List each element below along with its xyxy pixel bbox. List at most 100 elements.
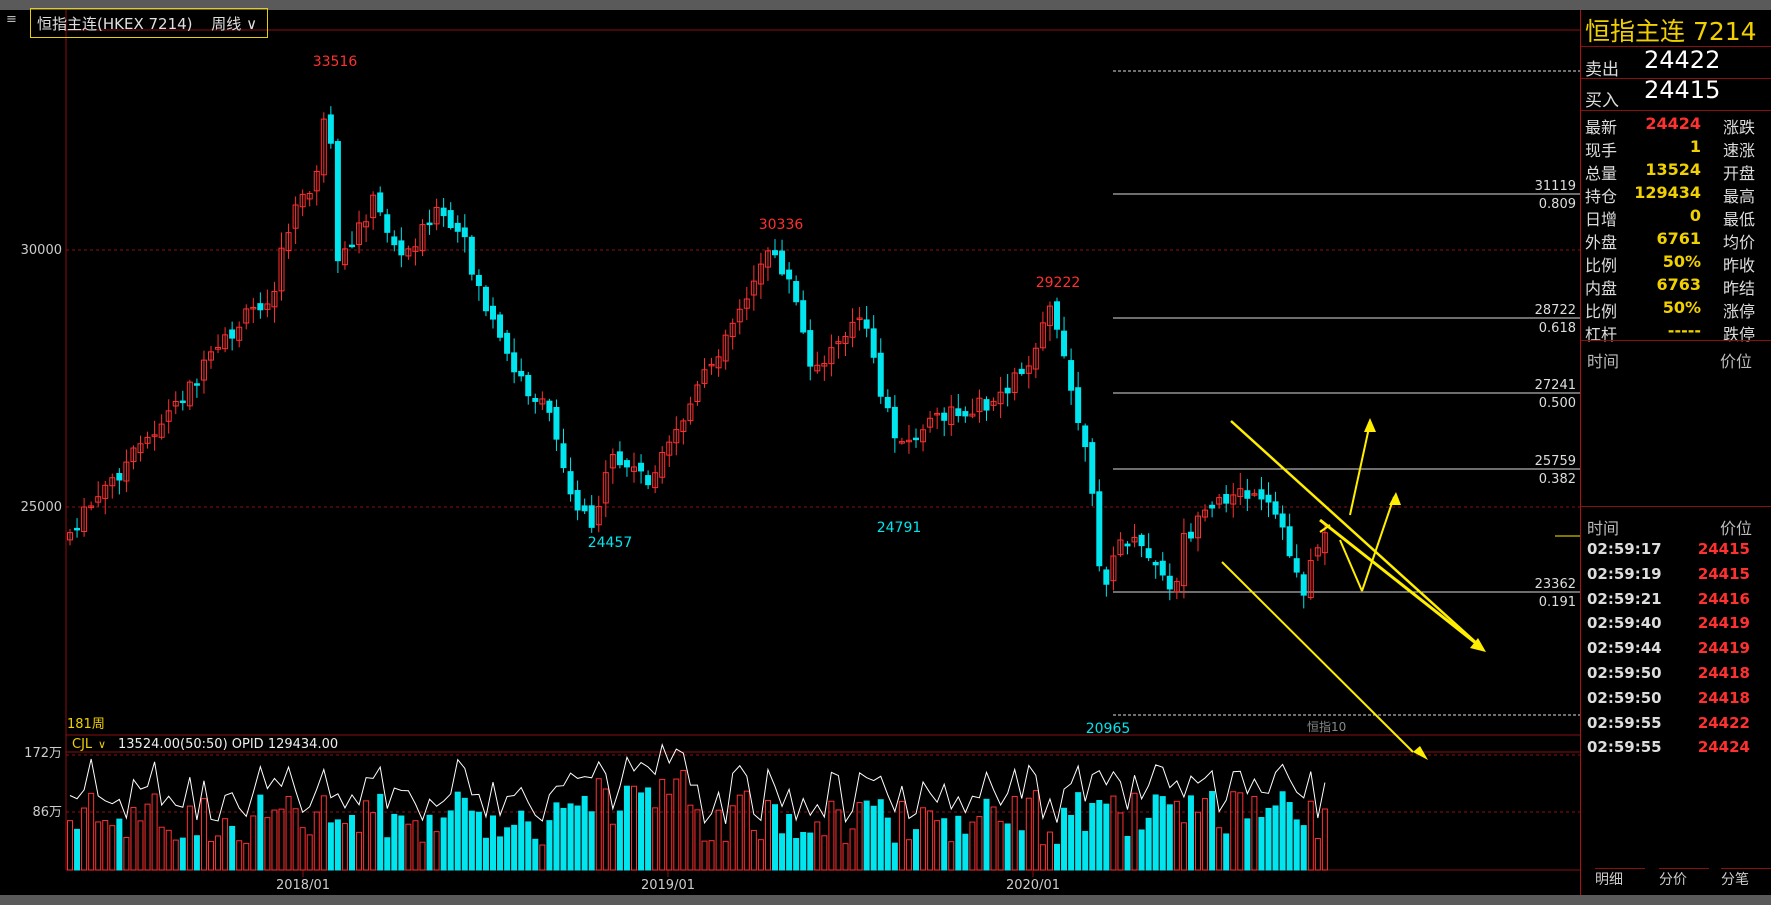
timeframe-selector[interactable]: 周线 ∨ xyxy=(211,9,257,39)
quote-right-label: 涨跌 xyxy=(1723,118,1756,137)
candle-body xyxy=(1025,365,1032,374)
volume-bar xyxy=(356,831,363,871)
volume-bar xyxy=(532,838,539,871)
quote-row: 内盘 6763 昨结 xyxy=(1581,275,1771,301)
volume-bar xyxy=(835,809,842,871)
volume-bar xyxy=(659,778,666,871)
volume-bar xyxy=(1272,805,1279,871)
volume-bar xyxy=(1173,800,1180,871)
projection-arrow-down xyxy=(1319,518,1483,650)
candle-body xyxy=(1152,561,1159,566)
volume-bar xyxy=(208,840,214,871)
volume-bar xyxy=(1251,796,1258,871)
projection-arrow-dip xyxy=(1339,539,1363,592)
quote-label: 日增 xyxy=(1585,210,1618,229)
candle-body xyxy=(546,400,553,413)
volume-bar xyxy=(1187,795,1194,871)
extreme-price-label: 24791 xyxy=(877,520,922,536)
extreme-price-label: 24457 xyxy=(588,535,633,551)
volume-bar xyxy=(1039,844,1046,871)
candle-body xyxy=(412,246,419,252)
tick-time: 02:59:21 xyxy=(1587,589,1662,608)
volume-bar xyxy=(1152,794,1159,871)
tick-price: 24418 xyxy=(1697,688,1750,707)
candle-body xyxy=(574,490,581,511)
candle-body xyxy=(800,300,807,333)
volume-bar xyxy=(553,802,560,871)
volume-bar xyxy=(490,815,496,871)
fib-price-label: 23362 xyxy=(1535,577,1576,592)
volume-bar xyxy=(144,803,151,871)
window-top-bar xyxy=(0,0,1771,10)
volume-bar xyxy=(222,818,229,871)
candle-body xyxy=(511,352,518,373)
candle-body xyxy=(666,441,673,456)
tab-price-dist[interactable]: 分价 xyxy=(1659,868,1709,891)
symbol-selector[interactable]: 恒指主连(HKEX 7214) 周线 ∨ xyxy=(30,8,268,38)
volume-bar xyxy=(680,769,687,871)
candle-body xyxy=(468,236,475,275)
candle-body xyxy=(377,192,384,213)
candle-body xyxy=(1265,494,1272,503)
candle-body xyxy=(560,443,567,469)
volume-bar xyxy=(687,804,694,871)
candle-body xyxy=(1082,425,1089,448)
candle-body xyxy=(1011,372,1018,393)
candle-body xyxy=(694,384,701,402)
candle-body xyxy=(123,461,130,482)
bars-icon[interactable]: ≡ xyxy=(6,12,17,27)
chevron-down-icon: ∨ xyxy=(246,15,258,33)
candle-body xyxy=(334,141,341,262)
candle-body xyxy=(835,341,842,345)
candle-body xyxy=(772,250,778,256)
volume-bar xyxy=(1011,796,1018,871)
tab-trades[interactable]: 分笔 xyxy=(1721,868,1771,891)
volume-bar xyxy=(511,824,518,871)
x-tick-label: 2018/01 xyxy=(276,878,330,893)
candle-body xyxy=(1244,490,1251,499)
tick-time: 02:59:17 xyxy=(1587,540,1662,558)
candle-body xyxy=(278,247,285,292)
projection-arrow-up xyxy=(1349,422,1371,516)
candle-body xyxy=(913,437,919,441)
extreme-price-label: 29222 xyxy=(1036,275,1081,291)
candle-body xyxy=(969,413,976,417)
quote-right-label: 最高 xyxy=(1723,187,1756,206)
candle-body xyxy=(680,420,687,432)
fib-price-label: 25759 xyxy=(1535,454,1576,469)
volume-bar xyxy=(151,793,158,871)
y-tick-label: 25000 xyxy=(21,500,62,515)
volume-bar xyxy=(468,810,475,871)
candle-body xyxy=(391,236,398,246)
volume-bar xyxy=(1202,798,1209,871)
candle-body xyxy=(1230,494,1237,505)
fib-ratio-label: 0.809 xyxy=(1539,197,1576,212)
volume-bar xyxy=(743,790,750,871)
sell-label: 卖出 xyxy=(1585,60,1619,80)
candle-body xyxy=(1216,497,1223,505)
tick-time: 02:59:55 xyxy=(1587,713,1662,732)
candle-body xyxy=(814,364,821,372)
volume-bar xyxy=(1237,792,1244,871)
quote-value: 24424 xyxy=(1645,114,1701,133)
volume-bar xyxy=(779,833,786,871)
candle-body xyxy=(609,454,616,469)
candle-body xyxy=(588,505,595,528)
candle-body xyxy=(1054,301,1060,330)
candle-body xyxy=(292,204,299,229)
candle-body xyxy=(659,452,666,478)
candle-body xyxy=(877,352,884,397)
tab-detail[interactable]: 明细 xyxy=(1595,868,1645,891)
volume-bar xyxy=(920,807,927,871)
volume-bar xyxy=(1032,790,1039,871)
volume-bar xyxy=(1223,833,1230,871)
volume-bar xyxy=(264,817,271,871)
volume-bar xyxy=(1230,791,1237,871)
volume-bar xyxy=(482,837,489,871)
volume-bar xyxy=(1131,792,1138,871)
tick-price: 24424 xyxy=(1697,738,1750,757)
candlestick-chart[interactable]: 30000 25000 172万 86万 2018/01 2019/01 2020/01 31… xyxy=(0,0,1580,895)
candle-body xyxy=(941,412,948,421)
candle-body xyxy=(616,451,623,466)
volume-bar xyxy=(595,778,602,871)
